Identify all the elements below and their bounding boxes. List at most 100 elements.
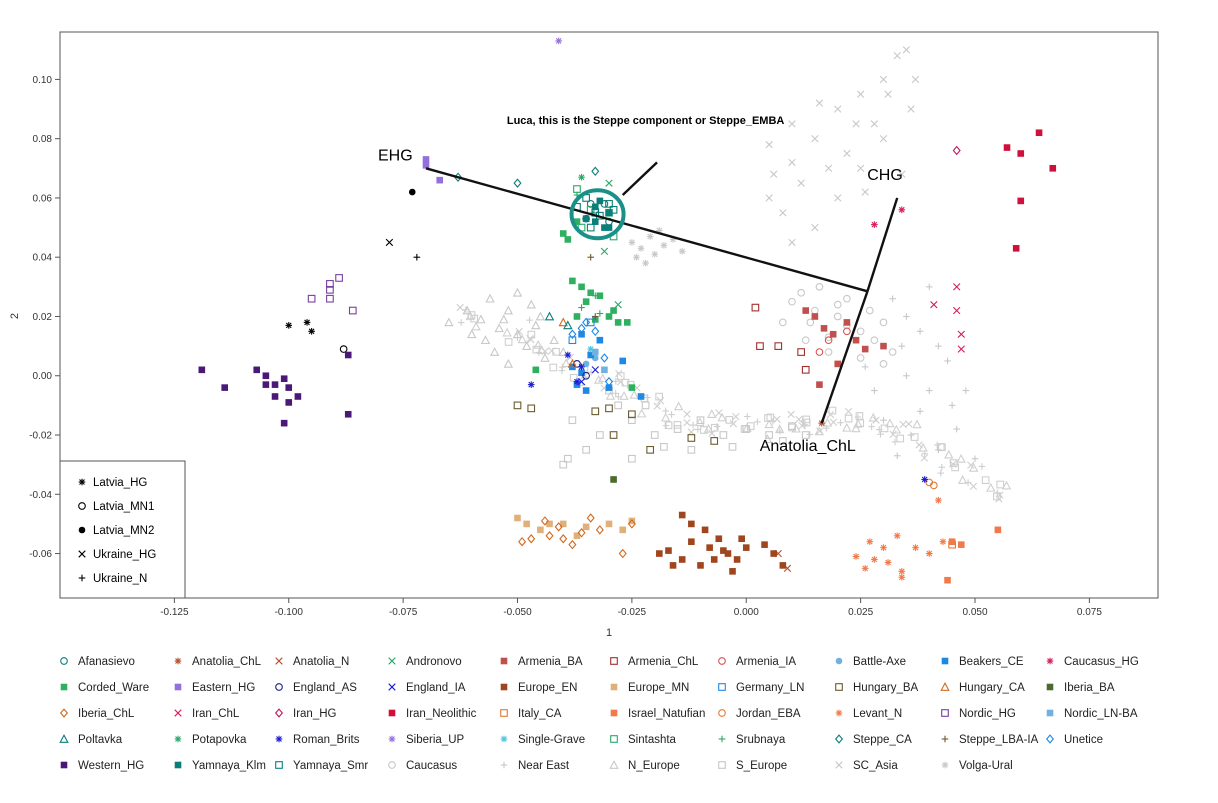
data-point [578, 283, 585, 291]
data-point [888, 348, 897, 356]
data-point [582, 445, 590, 454]
background-point [969, 482, 978, 491]
legend-marker-single-grave [500, 735, 508, 743]
legend-marker-armenia-chl [610, 657, 618, 665]
legend-marker-near-east [500, 761, 508, 769]
data-point [604, 376, 614, 387]
data-point [898, 206, 906, 214]
data-point [898, 342, 906, 350]
data-point [724, 550, 732, 557]
legend-marker-england-as [275, 683, 283, 691]
background-point [465, 311, 475, 321]
data-point [568, 539, 577, 550]
data-point [558, 347, 568, 356]
background-point [912, 419, 922, 429]
data-point [595, 431, 604, 439]
data-point [344, 351, 352, 359]
annotation-line [820, 290, 869, 424]
series-iberia-ba [610, 476, 617, 483]
data-point [820, 325, 828, 332]
data-point [527, 381, 535, 388]
legend-marker-srubnaya [718, 735, 726, 743]
data-point [591, 366, 599, 374]
data-point [609, 431, 618, 439]
background-point [695, 417, 705, 427]
background-point [787, 410, 795, 419]
legend-label-nordic-hg: Nordic_HG [959, 708, 1016, 720]
data-point [852, 120, 860, 128]
series-western-hg [198, 351, 352, 427]
data-point [720, 547, 727, 554]
data-point [660, 242, 668, 249]
data-point [715, 535, 723, 543]
data-point [729, 568, 736, 575]
background-point [744, 413, 751, 420]
inset-legend-marker [78, 478, 86, 486]
data-point [815, 348, 824, 356]
data-point [870, 120, 879, 128]
series-jordan-eba [925, 478, 938, 490]
legend-marker-hungary-ba [835, 683, 843, 691]
background-point [559, 363, 566, 371]
inset-legend-marker [78, 502, 86, 510]
background-point [776, 427, 784, 435]
legend-label-caucasus: Caucasus [406, 760, 457, 772]
background-point [829, 418, 838, 426]
legend-marker-nordic-hg [941, 709, 949, 717]
background-point [597, 373, 608, 383]
data-point [687, 434, 696, 442]
data-point [719, 431, 728, 439]
data-point [554, 522, 563, 532]
data-point [774, 342, 783, 350]
x-tick-label: -0.050 [503, 607, 532, 618]
legend-label-single-grave: Single-Grave [518, 734, 585, 746]
data-point [568, 416, 577, 425]
data-point [801, 365, 810, 374]
data-point [586, 318, 595, 327]
data-point [545, 531, 554, 541]
series-ukraine-hg [385, 238, 394, 247]
legend-label-england-as: England_AS [293, 682, 357, 694]
x-tick-label: -0.125 [160, 607, 189, 618]
data-point [326, 285, 334, 294]
data-point [601, 224, 608, 231]
series-sc-asia [765, 46, 920, 247]
series-roman-brits [527, 351, 928, 483]
data-point [523, 520, 530, 528]
data-point [710, 556, 718, 563]
background-point [533, 339, 543, 349]
y-tick-label: 0.06 [33, 193, 53, 204]
background-point [967, 461, 975, 469]
background-point [996, 491, 1004, 499]
data-point [326, 294, 334, 303]
data-point [952, 145, 961, 156]
background-point [951, 463, 959, 472]
data-point [706, 544, 713, 551]
data-point [578, 363, 585, 371]
inset-legend-label: Latvia_HG [93, 477, 147, 489]
data-point [696, 416, 705, 425]
background-point [668, 411, 675, 418]
data-point [555, 37, 562, 45]
background-point [915, 441, 923, 449]
legend-label-near-east: Near East [518, 760, 570, 772]
x-tick-label: 0.075 [1077, 607, 1102, 618]
background-point [937, 469, 945, 477]
data-point [624, 319, 631, 326]
legend-label-iberia-ba: Iberia_BA [1064, 682, 1115, 694]
x-axis: -0.125 -0.100 -0.075 -0.050 -0.025 0.000 0.025… [160, 598, 1102, 618]
series-unetice [568, 317, 614, 387]
data-point [532, 366, 540, 374]
legend-marker-iberia-ba [1046, 683, 1054, 691]
data-point [564, 351, 572, 359]
background-point [853, 418, 863, 428]
background-point [868, 423, 875, 430]
legend-marker-poltavka [59, 734, 69, 743]
data-point [898, 170, 906, 178]
background-point [517, 334, 527, 344]
data-point [591, 166, 600, 177]
data-point [788, 120, 796, 128]
data-point [811, 134, 819, 143]
data-point [650, 431, 659, 439]
background-point [822, 417, 833, 427]
